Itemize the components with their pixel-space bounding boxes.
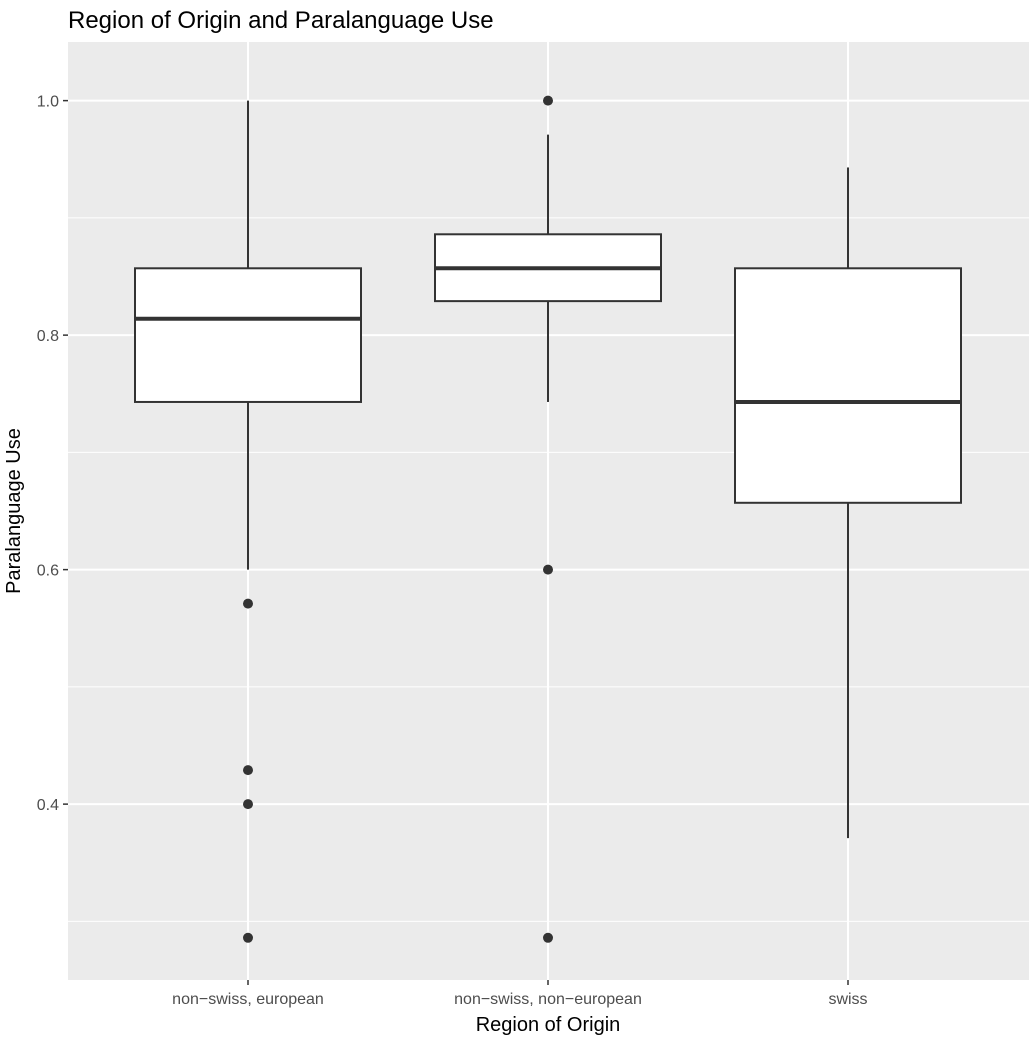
y-axis-title: Paralanguage Use: [3, 428, 25, 594]
boxes-layer: [134, 95, 962, 943]
y-tick-label: 0.8: [37, 328, 59, 345]
outlier-point: [543, 564, 553, 575]
box-group: [434, 95, 662, 943]
y-tick-label: 0.6: [37, 563, 59, 580]
y-tick-label: 0.4: [37, 797, 59, 814]
box-iqr: [134, 267, 362, 403]
outlier-point: [543, 932, 553, 943]
x-tick-label: non−swiss, european: [172, 991, 324, 1008]
y-axis-ticks: 0.4 0.6 0.8 1.0: [37, 94, 68, 814]
outlier-point: [243, 799, 253, 810]
outlier-point: [243, 598, 253, 609]
x-axis-ticks: non−swiss, european non−swiss, non−europe…: [172, 980, 868, 1008]
outlier-point: [543, 95, 553, 106]
chart-title: Region of Origin and Paralanguage Use: [68, 7, 494, 34]
box-iqr: [734, 267, 962, 504]
x-tick-label: swiss: [828, 991, 867, 1008]
x-tick-label: non−swiss, non−european: [454, 991, 642, 1008]
outlier-point: [243, 932, 253, 943]
x-axis-title: Region of Origin: [476, 1014, 621, 1036]
y-tick-label: 1.0: [37, 94, 59, 111]
box-group: [734, 167, 962, 839]
outlier-point: [243, 765, 253, 776]
box-group: [134, 100, 362, 943]
